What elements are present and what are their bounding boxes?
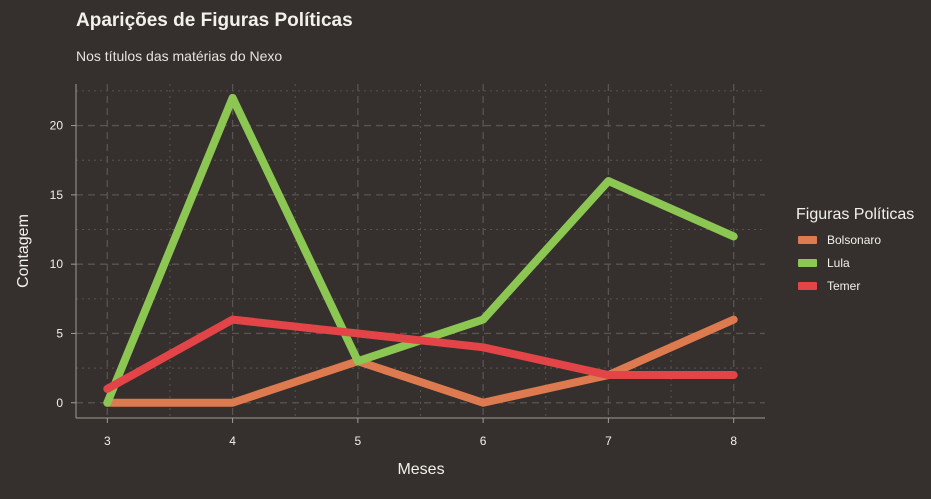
y-tick-label: 20 — [50, 119, 64, 133]
y-tick-label: 15 — [50, 188, 64, 202]
chart-title: Aparições de Figuras Políticas — [76, 10, 353, 31]
x-tick-label: 7 — [605, 434, 612, 448]
series-line-temer — [103, 315, 738, 393]
grid — [76, 84, 765, 418]
axes — [71, 84, 765, 423]
x-tick-label: 8 — [730, 434, 737, 448]
tick-labels: 3 4 5 6 7 8 0 5 10 15 20 — [50, 119, 738, 448]
y-tick-label: 5 — [56, 326, 63, 340]
series-lines — [103, 93, 738, 407]
legend-swatch-lula — [798, 259, 817, 267]
x-tick-label: 5 — [355, 434, 362, 448]
chart-subtitle: Nos títulos das matérias do Nexo — [76, 48, 282, 64]
x-tick-label: 4 — [229, 434, 236, 448]
x-tick-label: 3 — [104, 434, 111, 448]
x-tick-label: 6 — [480, 434, 487, 448]
legend-title: Figuras Políticas — [796, 206, 914, 223]
legend-label-temer: Temer — [827, 279, 860, 293]
legend-swatch-temer — [798, 282, 817, 290]
legend: Figuras Políticas Bolsonaro Lula Temer — [796, 206, 914, 293]
series-line-bolsonaro — [103, 315, 738, 407]
y-axis-label: Contagem — [15, 214, 32, 288]
legend-label-lula: Lula — [827, 256, 850, 270]
legend-items: Bolsonaro Lula Temer — [798, 233, 881, 293]
legend-label-bolsonaro: Bolsonaro — [827, 233, 881, 247]
x-axis-label: Meses — [397, 461, 444, 478]
y-tick-label: 10 — [50, 257, 64, 271]
y-tick-label: 0 — [56, 396, 63, 410]
legend-swatch-bolsonaro — [798, 236, 817, 244]
